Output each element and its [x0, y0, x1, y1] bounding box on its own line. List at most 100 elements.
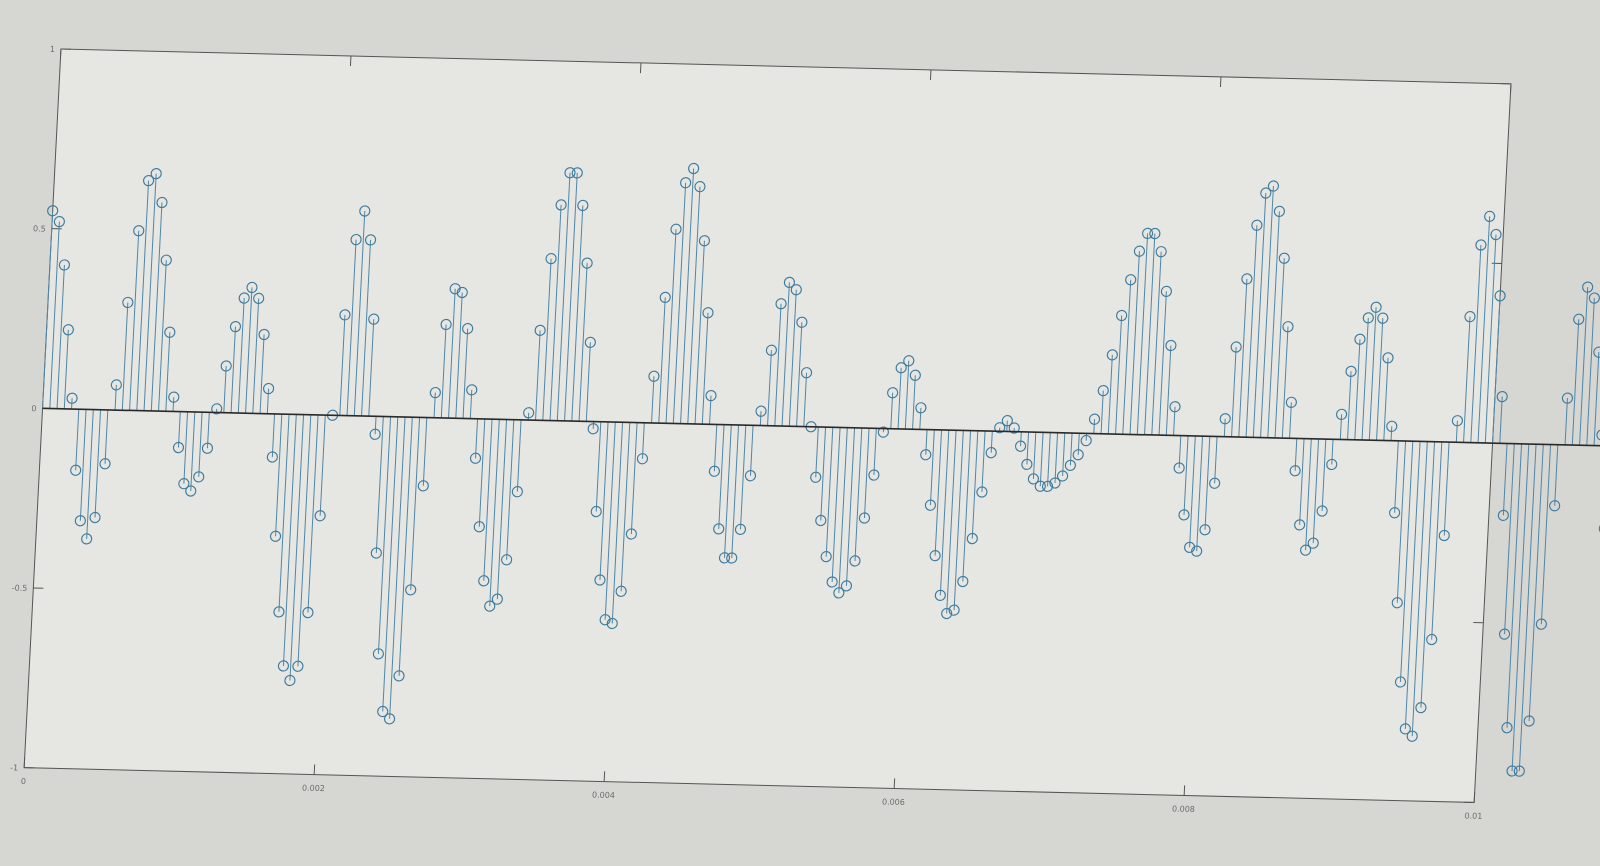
stem-line [143, 173, 157, 411]
stem-marker [564, 167, 576, 179]
stem-line [104, 409, 109, 464]
stem-marker [994, 422, 1006, 434]
stem-marker [501, 554, 513, 566]
stem-line [1396, 441, 1407, 603]
stem-line [781, 282, 790, 427]
stem-line [873, 428, 877, 476]
stem-marker [577, 199, 589, 212]
stem-marker [726, 552, 738, 564]
stem-line [990, 431, 993, 453]
stem-line [1281, 326, 1289, 439]
stem-line [368, 319, 375, 417]
stem-marker [393, 670, 405, 682]
stem-marker [220, 360, 232, 372]
stem-marker [1057, 470, 1069, 482]
stem-line [121, 302, 129, 411]
stem-marker [1535, 618, 1547, 630]
stem-marker [606, 617, 618, 630]
x-tick-mark-top [59, 49, 62, 60]
stem-marker [1593, 346, 1600, 358]
stem-marker [47, 205, 59, 217]
stem-marker [1316, 505, 1328, 517]
stem-line [158, 260, 167, 412]
stem-marker [796, 316, 808, 328]
stem-line [496, 419, 508, 600]
stem-marker [122, 296, 134, 309]
stem-marker [377, 705, 389, 718]
stem-marker [615, 585, 627, 597]
x-tick-mark-top [929, 69, 932, 81]
stem-marker [523, 407, 535, 419]
stem-line [1165, 345, 1172, 436]
stem-line [723, 424, 732, 558]
x-tick-label: 0.002 [302, 784, 325, 794]
stem-marker [1386, 420, 1398, 432]
stem-marker [62, 324, 74, 336]
stem-marker [599, 614, 611, 626]
stem-marker [1088, 413, 1101, 425]
stem-line [266, 388, 270, 414]
stem-line [377, 416, 392, 654]
stem-marker [713, 523, 725, 535]
stem-marker [858, 512, 871, 524]
stem-marker [473, 521, 485, 533]
stem-line [1368, 307, 1377, 441]
stem-marker [1015, 440, 1027, 452]
stem-marker [1370, 301, 1382, 313]
stem-marker [156, 196, 168, 209]
stem-marker [1377, 312, 1389, 324]
stem-line [815, 426, 819, 478]
stem-line [289, 414, 305, 681]
stem-line [1214, 436, 1218, 484]
stem-marker [466, 384, 478, 396]
stem-marker [1596, 429, 1600, 441]
stem-line [556, 172, 571, 421]
stem-line [665, 229, 677, 424]
stem-marker [1464, 311, 1476, 323]
stem-marker [775, 298, 787, 310]
stem-line [788, 289, 797, 427]
stem-line [410, 417, 421, 590]
stem-line [1528, 444, 1544, 722]
stem-marker [253, 292, 265, 305]
stem-line [1331, 439, 1334, 465]
stem-line [1122, 279, 1132, 435]
stem-marker [1382, 352, 1394, 364]
stem-line [1376, 318, 1384, 441]
x-axis-ticks: 0 0.002 0.004 0.006 0.008 0.01 [21, 49, 1512, 821]
stem-line [1586, 298, 1595, 446]
stem-line [641, 422, 645, 459]
stem-marker [840, 580, 853, 592]
stem-marker [185, 485, 197, 497]
stem-line [564, 172, 578, 421]
stem-marker [1155, 246, 1167, 258]
x-tick-label: 0.004 [592, 790, 615, 800]
stem-line [177, 411, 181, 448]
stem-marker [734, 523, 747, 536]
stem-marker [1169, 401, 1181, 413]
stem-marker [211, 403, 223, 415]
stem-marker [478, 575, 490, 587]
stem-marker [1219, 413, 1231, 425]
stem-marker [1260, 187, 1272, 199]
stem-line [1504, 443, 1515, 635]
stem-line [1484, 234, 1497, 443]
stem-marker [1588, 292, 1600, 304]
stem-line [1054, 432, 1059, 484]
stem-marker [783, 276, 795, 288]
stem-line [1223, 418, 1226, 437]
stem-marker [1336, 408, 1348, 420]
stem-line [79, 409, 87, 521]
stem-marker [1149, 227, 1161, 240]
stem-marker [1394, 676, 1407, 688]
stem-line [252, 298, 260, 414]
stem-marker [680, 177, 692, 189]
stem-line [1047, 432, 1051, 487]
stem-marker [648, 370, 660, 382]
stem-line [749, 425, 754, 476]
x-tick-label: 0.008 [1172, 804, 1195, 814]
stem-line [1361, 317, 1369, 441]
stem-marker [1133, 245, 1145, 257]
stem-line [1463, 316, 1471, 443]
